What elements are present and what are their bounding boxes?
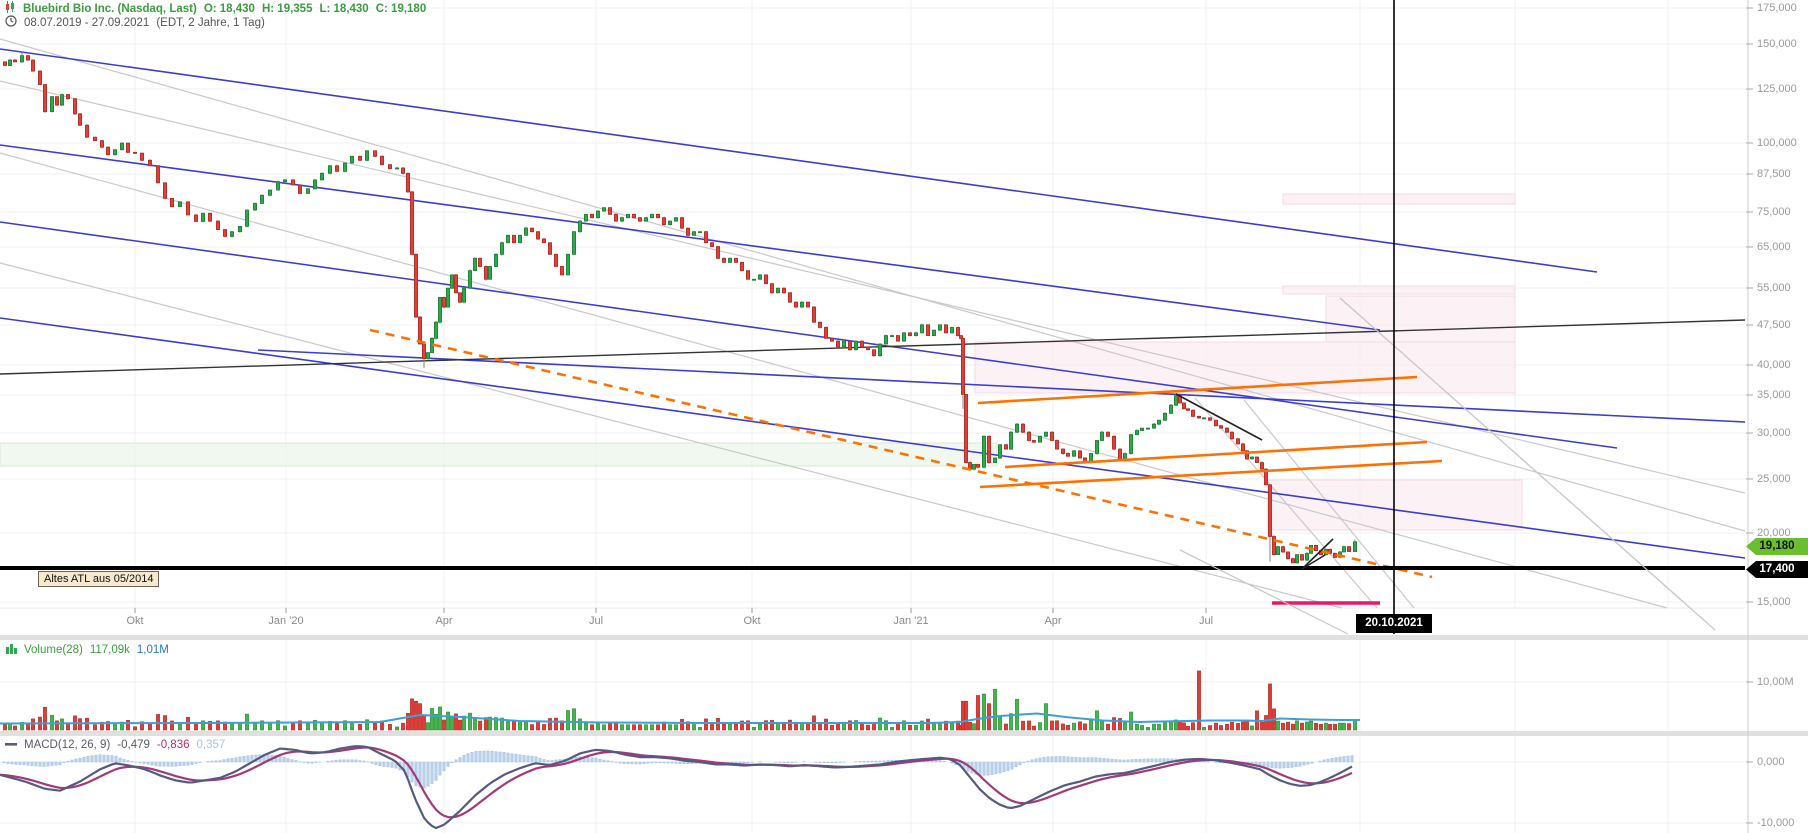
macd-line-icon: [5, 739, 17, 751]
date-tick-label: Jan '20: [268, 615, 304, 627]
macd-legend[interactable]: MACD(12, 26, 9) -0,479 -0,836 0,357: [5, 739, 225, 751]
date-tick-label: Jul: [588, 615, 604, 627]
price-tick-label: 87,500: [1757, 167, 1791, 180]
price-tick-label: 40,000: [1757, 358, 1791, 371]
ohlc-close: C: 19,180: [375, 2, 427, 15]
macd-tick-label: -10,000: [1757, 816, 1795, 829]
macd-hist-value: 0,357: [196, 739, 226, 751]
price-tick-label: 25,000: [1757, 472, 1791, 485]
date-tick-label: Okt: [743, 615, 761, 627]
volume-tick-label: 10,00M: [1757, 675, 1794, 688]
volume-legend[interactable]: Volume(28) 117,09k 1,01M: [5, 642, 169, 657]
price-tick-label: 47,500: [1757, 318, 1791, 331]
macd-value: -0,479: [117, 739, 150, 751]
date-tick-label: Jan '21: [893, 615, 929, 627]
macd-pane[interactable]: [0, 745, 1354, 830]
ohlc-open: O: 18,430: [203, 2, 255, 15]
visible-range: 08.07.2019 - 27.09.2021: [24, 16, 150, 29]
volume-current: 117,09k: [89, 643, 130, 656]
price-tick-label: 150,000: [1757, 37, 1797, 50]
clock-icon: [5, 15, 17, 30]
macd-signal-value: -0,836: [156, 739, 190, 751]
candlestick-icon: [5, 1, 16, 16]
date-tick-label: Jul: [1198, 615, 1214, 627]
price-tick-label: 125,000: [1757, 82, 1797, 95]
price-tick-label: 65,000: [1757, 240, 1791, 253]
volume-average: 1,01M: [136, 643, 169, 656]
date-range-legend[interactable]: 08.07.2019 - 27.09.2021 (EDT, 2 Jahre, 1…: [5, 15, 265, 30]
volume-name: Volume(28): [24, 643, 83, 656]
date-tick-label: Okt: [126, 615, 144, 627]
volume-bars-icon: [5, 642, 17, 657]
atl-annotation[interactable]: Altes ATL aus 05/2014: [38, 571, 160, 587]
price-tick-label: 30,000: [1757, 426, 1791, 439]
ohlc-low: L: 18,430: [319, 2, 369, 15]
price-tick-label: 175,000: [1757, 1, 1797, 14]
price-tick-label: 100,000: [1757, 136, 1797, 149]
price-tick-label: 35,000: [1757, 388, 1791, 401]
instrument-title: Bluebird Bio Inc. (Nasdaq, Last): [23, 2, 197, 15]
price-tick-label: 20,000: [1757, 526, 1791, 539]
macd-tick-label: 0,000: [1757, 755, 1785, 768]
volume-pane[interactable]: [0, 670, 1360, 731]
price-tick-label: 75,000: [1757, 205, 1791, 218]
macd-name: MACD(12, 26, 9): [24, 739, 111, 751]
price-tick-label: 55,000: [1757, 281, 1791, 294]
range-meta: (EDT, 2 Jahre, 1 Tag): [156, 16, 265, 29]
date-tick-label: Apr: [435, 615, 453, 627]
support-price-tag: 17,400: [1746, 561, 1808, 578]
last-price-tag: 19,180: [1746, 538, 1808, 555]
date-tick-label: Apr: [1044, 615, 1062, 627]
instrument-legend[interactable]: Bluebird Bio Inc. (Nasdaq, Last) O: 18,4…: [5, 1, 426, 16]
ohlc-high: H: 19,355: [261, 2, 313, 15]
price-tick-label: 15,000: [1757, 595, 1791, 608]
date-cursor-label: 20.10.2021: [1356, 614, 1432, 633]
